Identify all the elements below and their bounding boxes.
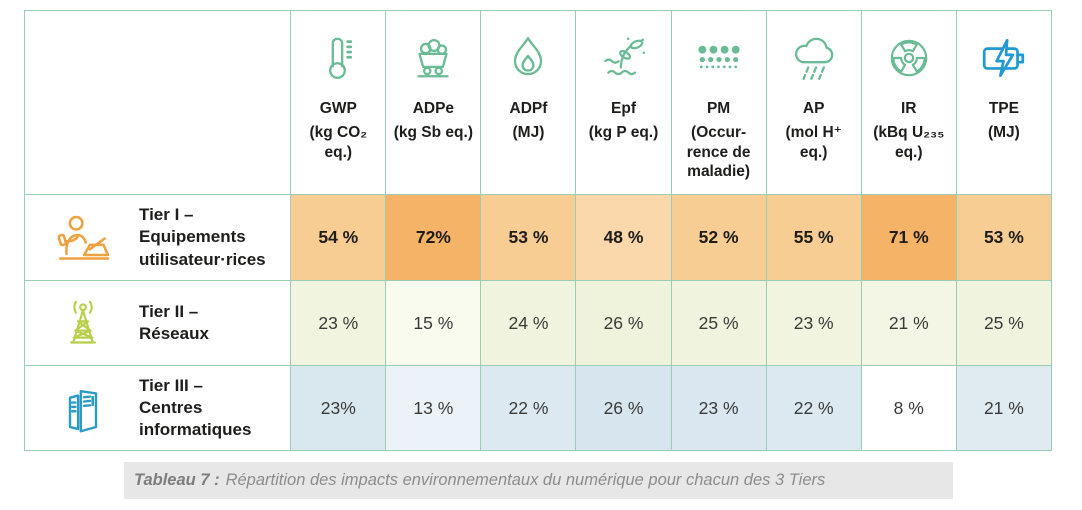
impact-table: GWP (kg CO₂ eq.) ADPe (kg Sb eq.) [23,10,1053,451]
flame-icon [481,11,575,95]
radiation-icon [862,11,956,95]
value-cell-tier2-adpf: 24 % [480,280,577,366]
value-cell-tier2-adpe: 15 % [385,280,482,366]
value-cell-tier1-adpf: 53 % [480,194,577,281]
value-cell-tier1-ap: 55 % [765,194,862,281]
value-cell-tier3-tpe: 21 % [955,365,1053,451]
value-cell-tier3-ir: 8 % [860,365,957,451]
column-header-tpe: TPE (MJ) [955,10,1053,195]
header-row: GWP (kg CO₂ eq.) ADPe (kg Sb eq.) [23,10,1053,195]
value-cell-tier2-ap: 23 % [765,280,862,366]
column-header-pm: PM (Occur-rence de maladie) [670,10,767,195]
column-unit: (kBq U₂₃₅ eq.) [873,123,945,161]
column-unit: (kg P eq.) [588,123,659,141]
value-cell-tier2-tpe: 25 % [955,280,1053,366]
value-cell-tier1-epf: 48 % [575,194,672,281]
battery-icon [957,11,1051,95]
value-cell-tier1-ir: 71 % [860,194,957,281]
column-header-ap: AP (mol H⁺ eq.) [765,10,862,195]
minecart-icon [386,11,480,95]
column-name: PM [706,100,731,117]
column-name: Epf [611,100,636,117]
column-unit: (kg CO₂ eq.) [309,123,368,161]
value-cell-tier1-gwp: 54 % [290,194,387,281]
column-name: AP [802,100,825,117]
column-name: GWP [319,100,357,117]
sprout-icon [576,11,670,95]
column-header-adpe: ADPe (kg Sb eq.) [385,10,482,195]
column-header-adpf: ADPf (MJ) [480,10,577,195]
row-header-tier1: Tier I – Equipements utilisateur·rices [23,194,292,281]
person-laptop-icon [53,213,113,263]
value-cell-tier3-gwp: 23% [290,365,387,451]
thermometer-icon [291,11,385,95]
particles-icon [672,11,766,95]
caption-label: Tableau 7 : [134,471,220,489]
value-cell-tier1-adpe: 72% [385,194,482,281]
table-row-tier1: Tier I – Equipements utilisateur·rices 5… [23,194,1053,281]
table-row-tier3: Tier III – Centres informatiques 23% 13 … [23,365,1053,451]
row-label: Tier II – Réseaux [139,301,209,343]
value-cell-tier3-adpe: 13 % [385,365,482,451]
antenna-icon [53,297,113,349]
column-name: TPE [988,100,1019,117]
value-cell-tier2-gwp: 23 % [290,280,387,366]
caption-text: Répartition des impacts environnementaux… [225,471,826,489]
column-unit: (MJ) [987,123,1020,141]
row-header-tier2: Tier II – Réseaux [23,280,292,366]
value-cell-tier2-pm: 25 % [670,280,767,366]
table-caption: Tableau 7 : Répartition des impacts envi… [124,462,953,499]
servers-icon [53,382,113,434]
column-header-epf: Epf (kg P eq.) [575,10,672,195]
corner-cell [23,10,292,195]
value-cell-tier3-adpf: 22 % [480,365,577,451]
value-cell-tier1-pm: 52 % [670,194,767,281]
column-name: ADPf [509,100,548,117]
column-name: IR [901,100,917,117]
column-header-ir: IR (kBq U₂₃₅ eq.) [860,10,957,195]
value-cell-tier3-epf: 26 % [575,365,672,451]
column-unit: (mol H⁺ eq.) [785,123,842,161]
column-unit: (MJ) [512,123,545,141]
row-header-tier3: Tier III – Centres informatiques [23,365,292,451]
value-cell-tier3-ap: 22 % [765,365,862,451]
row-label: Tier III – Centres informatiques [139,375,252,440]
column-unit: (kg Sb eq.) [393,123,473,141]
row-label: Tier I – Equipements utilisateur·rices [139,205,266,269]
column-unit: (Occur-rence de maladie) [686,123,751,181]
value-cell-tier2-epf: 26 % [575,280,672,366]
table-row-tier2: Tier II – Réseaux 23 % 15 % 24 % 26 % 25… [23,280,1053,366]
column-name: ADPe [412,100,455,117]
rain-cloud-icon [767,11,861,95]
column-header-gwp: GWP (kg CO₂ eq.) [290,10,387,195]
value-cell-tier2-ir: 21 % [860,280,957,366]
value-cell-tier1-tpe: 53 % [955,194,1053,281]
value-cell-tier3-pm: 23 % [670,365,767,451]
